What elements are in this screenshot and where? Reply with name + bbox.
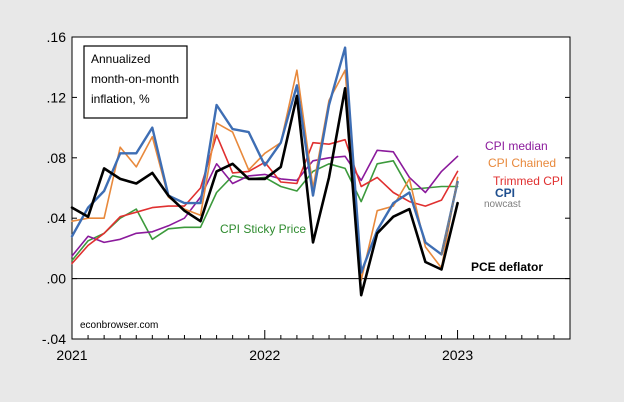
- series-line-nowcast: [440, 181, 459, 256]
- series-line-trimmed-cpi: [71, 134, 459, 265]
- label-cpi-median: CPI median: [485, 139, 548, 153]
- label-cpi: CPI: [495, 186, 515, 200]
- y-tick-label: .04: [47, 210, 67, 226]
- annotation-line-3: inflation, %: [91, 92, 150, 106]
- x-tick-label: 2022: [249, 347, 280, 363]
- x-tick-label: 2023: [442, 347, 473, 363]
- label-trimmed-cpi: Trimmed CPI: [493, 174, 563, 188]
- y-tick-label: .12: [47, 89, 67, 105]
- label-cpi-sticky-price: CPI Sticky Price: [220, 222, 306, 236]
- watermark: econbrowser.com: [80, 320, 158, 331]
- y-tick-label: -.04: [42, 331, 66, 347]
- annotation-box: Annualized month-on-month inflation, %: [83, 45, 188, 119]
- x-tick-label: 2021: [56, 347, 87, 363]
- series-line-cpi-chained: [71, 69, 459, 281]
- series-line-cpi: [70, 46, 459, 274]
- label-nowcast: nowcast: [484, 199, 521, 210]
- series-line-pce-deflator: [70, 87, 459, 297]
- annotation-line-1: Annualized: [91, 52, 150, 66]
- label-pce-deflator: PCE deflator: [471, 260, 543, 274]
- y-tick-label: .00: [47, 271, 67, 287]
- y-tick-label: .16: [47, 29, 67, 45]
- series-line-cpi-median: [71, 149, 459, 257]
- annotation-line-2: month-on-month: [91, 72, 179, 86]
- label-cpi-chained: CPI Chained: [488, 156, 556, 170]
- y-tick-label: .08: [47, 150, 67, 166]
